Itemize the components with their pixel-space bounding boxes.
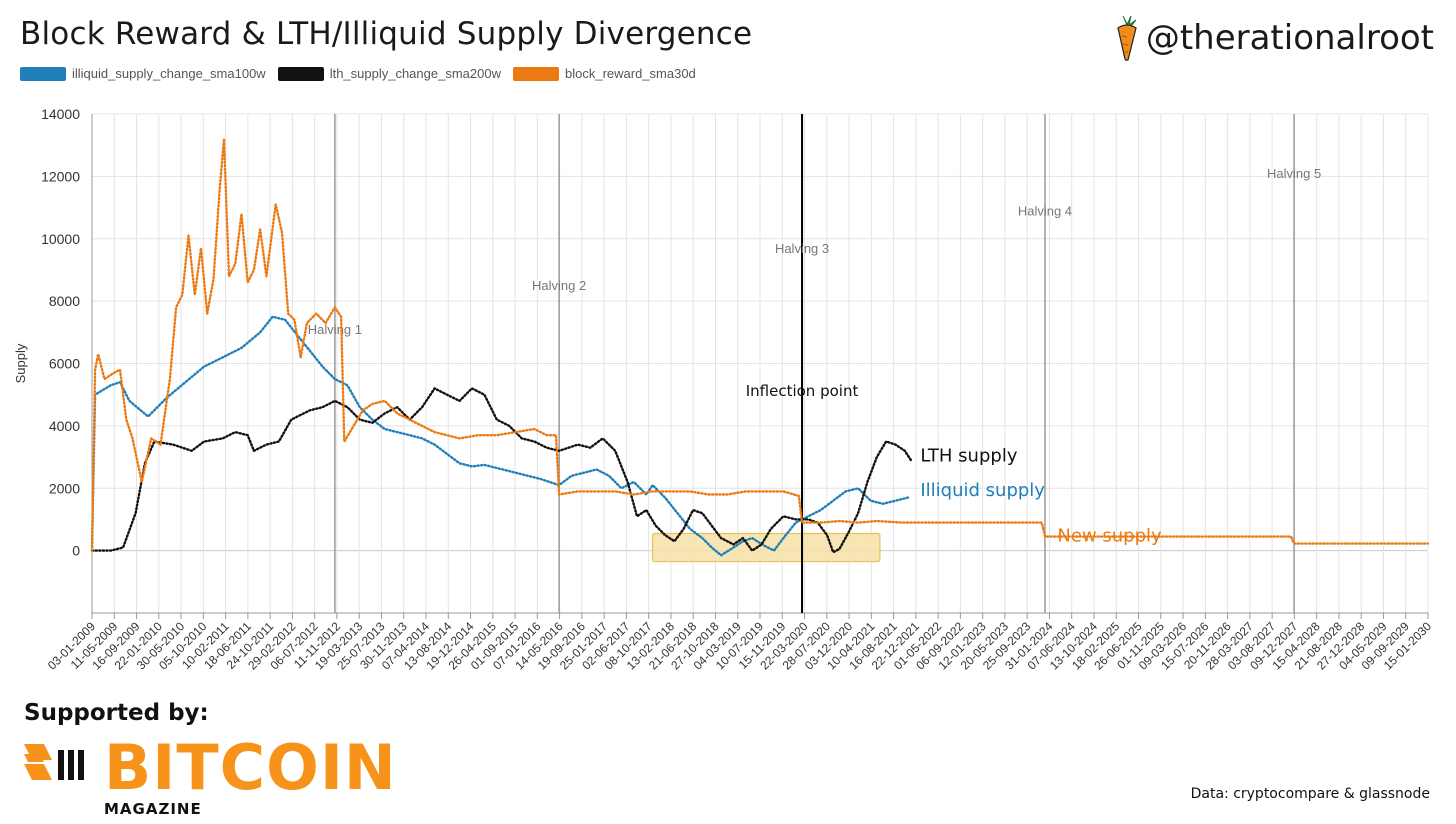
legend-swatch-block-reward <box>512 66 559 81</box>
halving-label: Halving 4 <box>1018 203 1072 218</box>
page-title: Block Reward & LTH/Illiquid Supply Diver… <box>20 16 753 52</box>
legend-label-block-reward: block_reward_sma30d <box>564 66 696 81</box>
legend-item-lth[interactable]: lth_supply_change_sma200w <box>277 66 501 81</box>
y-tick-label: 14000 <box>41 106 80 122</box>
y-tick-label: 0 <box>72 543 80 559</box>
y-tick-label: 8000 <box>49 293 80 309</box>
halving-label: Halving 3 <box>775 241 829 256</box>
data-source-note: Data: cryptocompare & glassnode <box>1190 786 1430 802</box>
legend-swatch-illiquid <box>20 66 66 81</box>
logo-wordmark: BITCOIN <box>104 731 397 804</box>
y-tick-label: 4000 <box>49 418 80 434</box>
legend-swatch-lth <box>277 66 324 81</box>
y-tick-label: 2000 <box>49 480 80 496</box>
legend-label-illiquid: illiquid_supply_change_sma100w <box>72 66 266 81</box>
y-axis-label: Supply <box>13 343 28 383</box>
handle-text: @therationalroot <box>1145 18 1434 58</box>
logo-subtitle: MAGAZINE <box>104 800 202 818</box>
legend-item-block-reward[interactable]: block_reward_sma30d <box>512 66 696 81</box>
halving-label: Halving 5 <box>1267 166 1321 181</box>
supply-chart: 02000400060008000100001200014000Supply03… <box>13 106 1434 673</box>
inflection-point-label: Inflection point <box>746 382 859 400</box>
series-line-block_reward_sma30d <box>90 137 1430 552</box>
legend-item-illiquid[interactable]: illiquid_supply_change_sma100w <box>20 66 266 81</box>
bitcoin-magazine-logo-icon <box>24 744 84 780</box>
halving-label: Halving 2 <box>532 278 586 293</box>
halving-label: Halving 1 <box>308 322 362 337</box>
carrot-icon <box>1117 15 1137 61</box>
new-supply-label: New supply <box>1057 525 1162 546</box>
supported-by-label: Supported by: <box>24 700 209 726</box>
bitcoin-magazine-logo[interactable]: BITCOIN MAGAZINE <box>22 731 397 818</box>
y-tick-label: 6000 <box>49 356 80 372</box>
author-handle[interactable]: @therationalroot <box>1114 14 1434 62</box>
series-line-lth_supply_change_sma200w <box>90 387 913 554</box>
chart-legend: illiquid_supply_change_sma100w lth_suppl… <box>20 66 696 81</box>
y-tick-label: 12000 <box>41 168 80 184</box>
illiquid-supply-label: Illiquid supply <box>920 480 1045 501</box>
series-line-illiquid_supply_change_sma100w <box>90 315 910 557</box>
lth-supply-label: LTH supply <box>920 446 1017 467</box>
legend-label-lth: lth_supply_change_sma200w <box>329 66 501 81</box>
y-tick-label: 10000 <box>41 231 80 247</box>
